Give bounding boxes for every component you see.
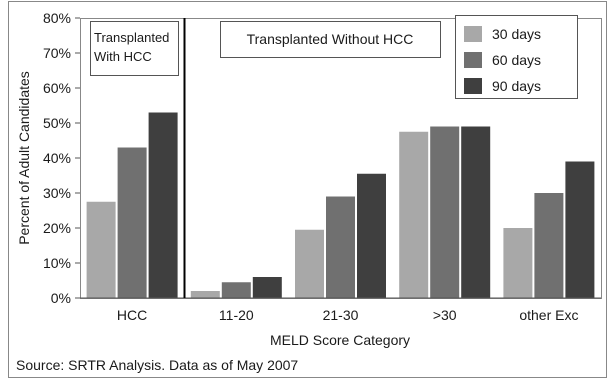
legend-swatch-90-days (464, 78, 482, 94)
legend-label: 90 days (492, 78, 541, 94)
y-tick-label: 0% (51, 290, 71, 306)
bar-30-days-3 (399, 131, 429, 298)
without-hcc-box (220, 21, 441, 58)
bar-60-days-4 (534, 193, 564, 298)
with-hcc-box (90, 21, 179, 76)
bar-60-days-1 (221, 282, 251, 298)
legend-items: 30 days 60 days 90 days (464, 26, 541, 94)
x-tick-label: other Exc (519, 307, 578, 323)
bar-30-days-4 (503, 228, 533, 298)
bar-90-days-4 (565, 161, 595, 298)
bar-30-days-2 (295, 229, 324, 298)
bars-group (86, 112, 595, 298)
x-tick-label: HCC (117, 307, 147, 323)
bar-90-days-0 (148, 112, 178, 298)
bar-30-days-1 (190, 291, 220, 298)
with-hcc-label-line2: With HCC (94, 49, 152, 64)
legend-swatch-30-days (464, 26, 482, 42)
x-axis-title: MELD Score Category (270, 332, 410, 348)
y-tick-label: 30% (43, 185, 71, 201)
chart-frame (8, 1, 607, 378)
y-tick-label: 70% (43, 45, 71, 61)
bar-60-days-0 (117, 147, 147, 298)
y-tick-label: 50% (43, 115, 71, 131)
with-hcc-label-line1: Transplanted (94, 30, 169, 45)
without-hcc-label: Transplanted Without HCC (247, 31, 414, 47)
bar-90-days-1 (252, 277, 282, 298)
y-tick-label: 40% (43, 150, 71, 166)
bar-60-days-3 (430, 126, 460, 298)
bar-90-days-2 (357, 173, 386, 298)
x-tick-label: >30 (433, 307, 457, 323)
bar-90-days-3 (461, 126, 491, 298)
bar-60-days-2 (326, 196, 355, 298)
y-tick-label: 20% (43, 220, 71, 236)
y-tick-label: 10% (43, 255, 71, 271)
x-axis: HCC 11-20 21-30 >30 other Exc (80, 297, 601, 323)
y-tick-label: 80% (43, 10, 71, 26)
x-tick-label: 21-30 (323, 307, 359, 323)
x-tick-label: 11-20 (219, 307, 254, 323)
y-axis-title: Percent of Adult Candidates (16, 71, 32, 245)
source-note: Source: SRTR Analysis. Data as of May 20… (16, 357, 298, 373)
legend-label: 60 days (492, 52, 541, 68)
y-tick-label: 60% (43, 80, 71, 96)
y-axis: 0% 10% 20% 30% 40% 50% 60% 70% 80% (43, 10, 80, 306)
legend-swatch-60-days (464, 52, 482, 68)
bar-30-days-0 (86, 201, 116, 298)
legend-label: 30 days (492, 26, 541, 42)
